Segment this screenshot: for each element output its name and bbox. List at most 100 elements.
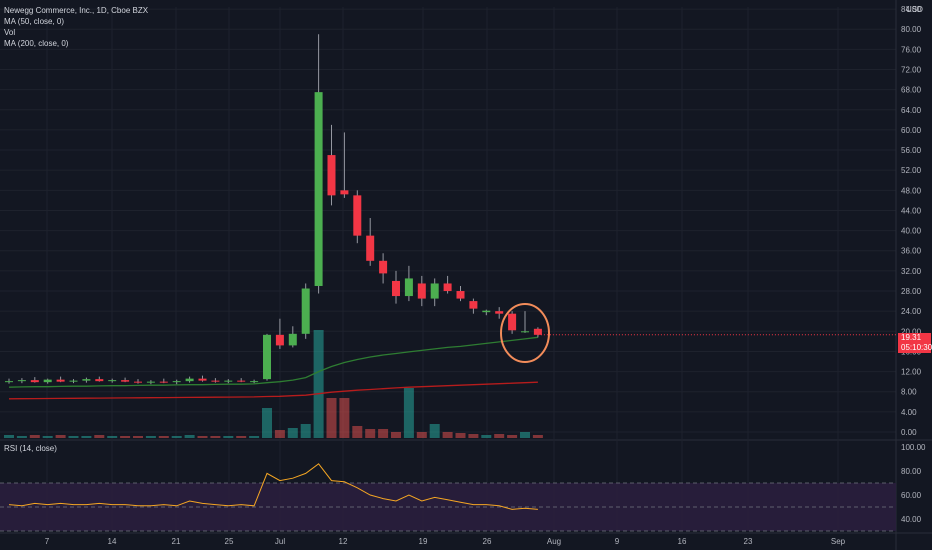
candle-body [508,313,517,331]
candle-body [159,381,168,383]
volume-bar [236,436,247,438]
volume-bar [274,430,285,438]
rsi-tick-label: 40.00 [901,515,922,524]
time-tick-label: 23 [744,537,753,546]
candle-body [288,333,297,346]
volume-bar [391,432,401,438]
volume-bar [507,435,518,438]
volume-bar [16,436,27,438]
rsi-line [8,463,538,510]
candle-body [185,378,194,382]
volume-bar [378,429,389,438]
candle-body [237,380,246,382]
volume-bar [42,436,53,438]
candle-body [314,92,323,286]
volume-bar [287,428,298,438]
price-tick-label: 4.00 [901,408,917,417]
candle-body [275,334,284,346]
candle-body [56,379,65,382]
candle-body [134,381,142,383]
volume-bar [133,436,143,438]
price-tick-label: 64.00 [901,106,922,115]
candle-body [17,380,26,382]
volume-bar [339,398,350,438]
moving-averages [8,336,538,400]
price-tick-label: 44.00 [901,206,922,215]
candle-body [95,379,104,382]
volume-bar [4,435,14,438]
time-tick-label: 16 [678,537,687,546]
candle-body [417,283,426,299]
volume-bar [249,436,260,438]
price-tick-label: 56.00 [901,146,922,155]
time-tick-label: 7 [45,537,50,546]
rsi-legend[interactable]: RSI (14, close) [4,444,57,453]
volume-bar [520,432,530,438]
candle-body [521,331,529,333]
volume-bar [158,436,169,438]
indicator-vol[interactable]: Vol [4,28,16,37]
candle-body [456,291,465,299]
price-tick-label: 52.00 [901,166,922,175]
volume-bar [81,436,92,438]
volume-bar [223,436,234,438]
price-tick-label: 68.00 [901,86,922,95]
volume-bar [184,435,195,438]
price-tick-label: 20.00 [901,327,922,336]
volume-bar [29,435,40,438]
price-tick-label: 76.00 [901,45,922,54]
candle-body [482,310,491,313]
price-tick-label: 48.00 [901,186,922,195]
volume-bar [94,435,105,438]
volume-bar [481,435,492,438]
price-tick-label: 12.00 [901,368,922,377]
volume-bar [352,426,363,438]
price-tick-label: 8.00 [901,388,917,397]
time-tick-label: 25 [225,537,234,546]
candle-body [198,378,207,381]
time-axis[interactable]: 7 14 21 25 Jul 12 19 26 Aug 9 16 23 Sep [45,537,846,546]
candle-body [327,155,336,196]
indicator-ma50[interactable]: MA (50, close, 0) [4,17,65,26]
volume-bar [197,436,208,438]
time-tick-label: 9 [615,537,620,546]
price-tick-label: 28.00 [901,287,922,296]
time-tick-label: 14 [108,537,117,546]
volume-bar [120,436,131,438]
volume-bar [468,434,479,438]
currency-label: USD [906,5,923,14]
volume-bar [145,436,156,438]
bar-countdown: 05:10:30 [901,343,932,352]
volume-bar [313,330,324,438]
price-tick-label: 84.00 [901,5,922,14]
rsi-tick-label: 80.00 [901,467,922,476]
chart-legend: Newegg Commerce, Inc., 1D, Cboe BZX MA (… [4,5,148,49]
candle-body [301,288,310,334]
time-tick-label: 21 [172,537,181,546]
volume-bar [210,436,221,438]
price-axis[interactable]: 0.004.008.0012.0016.0020.0024.0028.0032.… [901,5,922,437]
highlight-circle [500,303,550,363]
rsi-pane: 40.00 60.00 80.00 100.00 [0,443,926,532]
price-tick-label: 40.00 [901,227,922,236]
volume-bars [4,330,543,438]
volume-bar [532,435,543,438]
candle-body [430,283,439,299]
volume-bar [416,432,427,438]
volume-bar [107,436,118,438]
rsi-tick-label: 100.00 [901,443,926,452]
volume-bar [429,424,440,438]
volume-bar [262,408,272,438]
time-tick-label: 19 [419,537,428,546]
last-price-badge: 19.31 05:10:30 [898,333,932,353]
time-tick-label: 12 [339,537,348,546]
indicator-ma200[interactable]: MA (200, close, 0) [4,39,69,48]
ma200-line [8,381,538,400]
volume-bar [68,436,79,438]
candle-body [366,235,375,261]
candle-body [121,380,130,382]
candle-body [340,190,349,195]
candle-body [443,283,452,292]
volume-bar [442,432,453,438]
